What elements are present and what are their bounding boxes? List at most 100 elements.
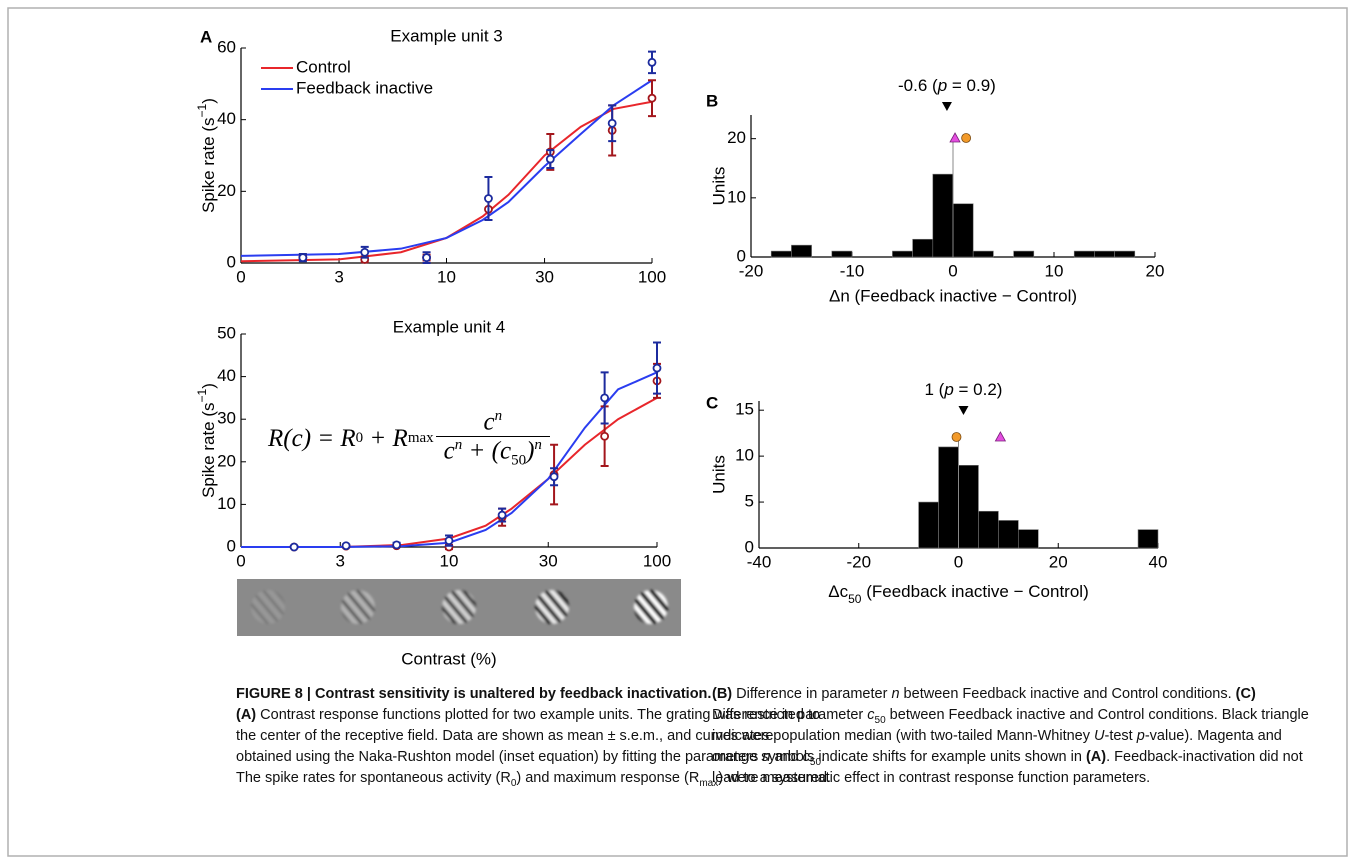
bar <box>831 250 853 258</box>
eq-part: n <box>454 437 463 454</box>
bar <box>918 501 939 549</box>
y-axis-label: Spike rate (s−1) <box>195 98 218 213</box>
x-tick-label: 30 <box>539 551 558 570</box>
y-axis-label: Units <box>709 455 728 494</box>
eq-part: R(c) = R <box>268 424 356 452</box>
y-tick-label: 5 <box>745 492 754 511</box>
median-marker <box>941 102 952 111</box>
caption-run: U <box>1094 728 1105 744</box>
y-tick-label: 20 <box>217 451 236 470</box>
eq-part: 50 <box>511 452 527 469</box>
x-tick-label: 3 <box>336 551 345 570</box>
data-point <box>600 393 610 403</box>
panel-letter: A <box>200 27 212 46</box>
caption-run: and <box>770 749 803 765</box>
y-tick-label: 20 <box>727 128 746 147</box>
y-tick-label: 0 <box>737 246 746 265</box>
caption-run: (B) <box>712 686 733 702</box>
bar <box>1018 529 1039 549</box>
caption-run: -test <box>1104 728 1137 744</box>
caption-run: (A) <box>236 707 257 723</box>
bar <box>938 446 959 549</box>
legend-label: Control <box>296 57 351 76</box>
label-part: p <box>943 380 953 399</box>
caption-run: c <box>802 749 810 765</box>
caption-title: FIGURE 8 | Contrast sensitivity is unalt… <box>236 686 712 702</box>
bar <box>972 250 994 258</box>
label-part: (Feedback inactive − Control) <box>861 582 1088 601</box>
median-label: -0.6 (p = 0.9) <box>898 76 996 95</box>
label-part: Spike rate (s <box>199 402 218 497</box>
y-tick-label: 50 <box>217 323 236 342</box>
y-tick-label: 40 <box>217 109 236 128</box>
data-point <box>422 253 431 263</box>
caption-run: between Feedback inactive and Control co… <box>712 707 1309 744</box>
bar <box>1073 250 1095 258</box>
panel-letter: B <box>706 91 718 110</box>
y-tick-label: 30 <box>217 409 236 428</box>
label-part: 50 <box>848 592 862 606</box>
x-axis-label: Contrast (%) <box>401 649 496 668</box>
caption-run: 0 <box>510 777 517 789</box>
caption-run: p <box>1136 728 1145 744</box>
caption-run: Contrast response functions plotted for … <box>236 707 821 765</box>
data-point <box>298 253 308 263</box>
x-tick-label: 10 <box>437 267 456 286</box>
data-point <box>600 431 610 441</box>
x-tick-label: 100 <box>643 551 671 570</box>
caption-run: between Feedback inactive and Control co… <box>899 686 1236 702</box>
x-tick-label: 10 <box>440 551 459 570</box>
x-tick-label: 0 <box>236 551 245 570</box>
example-marker <box>951 432 962 442</box>
data-point <box>360 247 370 257</box>
x-tick-label: 20 <box>1049 552 1068 571</box>
fit-curve <box>240 100 653 263</box>
bar <box>958 465 979 549</box>
eq-part: 0 <box>355 430 364 447</box>
y-tick-label: 10 <box>735 446 754 465</box>
y-axis-label: Units <box>709 167 728 206</box>
y-tick-label: 10 <box>217 494 236 513</box>
y-tick-label: 0 <box>227 536 236 555</box>
caption-run: . The spike rates for spontaneous activi… <box>236 749 826 786</box>
bar <box>978 510 999 549</box>
x-tick-label: 3 <box>334 267 343 286</box>
chart-title: Example unit 3 <box>390 26 502 45</box>
y-tick-label: 0 <box>227 252 236 271</box>
data-point <box>444 536 454 546</box>
data-point <box>497 510 507 520</box>
label-part: = 0.2) <box>954 380 1003 399</box>
median-marker <box>958 406 969 415</box>
y-tick-label: 0 <box>745 537 754 556</box>
panel-letter: C <box>706 393 718 412</box>
data-point <box>652 363 662 373</box>
chart-title: Example unit 4 <box>393 317 505 336</box>
y-tick-label: 20 <box>217 181 236 200</box>
label-part: −1 <box>195 103 209 117</box>
bar <box>952 203 974 258</box>
caption-run: ) and maximum response (R <box>516 770 700 786</box>
x-tick-label: 30 <box>535 267 554 286</box>
caption-left: FIGURE 8 | Contrast sensitivity is unalt… <box>236 684 832 789</box>
bar <box>912 238 934 258</box>
y-axis-label: Spike rate (s−1) <box>195 383 218 498</box>
x-tick-label: -20 <box>739 261 764 280</box>
eq-fraction: cn cn + (c50)n <box>435 408 550 470</box>
data-point <box>607 118 617 128</box>
data-point <box>392 540 402 550</box>
x-tick-label: 0 <box>954 552 963 571</box>
eq-part: n <box>534 437 542 454</box>
x-tick-label: 0 <box>236 267 245 286</box>
eq-part: c <box>483 408 495 436</box>
x-axis-label: Δc50 (Feedback inactive − Control) <box>828 582 1088 606</box>
data-point <box>545 154 555 164</box>
example-marker <box>949 132 961 143</box>
y-tick-label: 60 <box>217 37 236 56</box>
caption-run: 50 <box>874 714 886 726</box>
bar <box>932 173 954 258</box>
eq-part: n <box>494 408 503 424</box>
x-tick-label: 0 <box>948 261 957 280</box>
label-part: ) <box>199 383 218 389</box>
caption-right: (B) Difference in parameter n between Fe… <box>712 684 1322 789</box>
label-part: Δc <box>828 582 848 601</box>
